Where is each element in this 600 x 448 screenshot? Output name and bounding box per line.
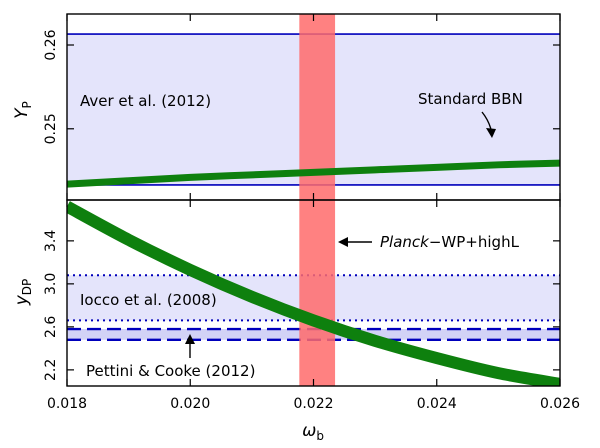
deuterium-y-subscript: DP bbox=[20, 279, 34, 295]
planck-label: Planck−WP+highL bbox=[380, 233, 520, 251]
planck-label-rest: −WP+highL bbox=[429, 233, 520, 251]
x-axis-ticks: 0.018 0.020 0.022 0.024 0.026 bbox=[47, 14, 580, 412]
deuterium-y-axis-label: yDP bbox=[12, 279, 34, 307]
x-tick-label: 0.026 bbox=[540, 396, 580, 412]
bbn-helium-curve bbox=[67, 159, 560, 188]
deuterium-y-ticks: 2.2 2.6 3.0 3.4 bbox=[43, 230, 560, 381]
x-tick-label: 0.020 bbox=[170, 396, 210, 412]
deuterium-ytick-label: 2.2 bbox=[43, 359, 59, 381]
standard-bbn-label: Standard BBN bbox=[418, 90, 523, 108]
helium-ytick-label: 0.25 bbox=[43, 113, 59, 144]
helium-y-subscript: P bbox=[20, 101, 34, 108]
helium-y-symbol: Y bbox=[12, 107, 32, 119]
helium-y-axis-label: YP bbox=[12, 101, 34, 119]
x-tick-label: 0.018 bbox=[47, 396, 87, 412]
standard-bbn-arrowhead bbox=[486, 128, 496, 138]
planck-band-bottom bbox=[299, 200, 336, 386]
deuterium-ytick-label: 3.0 bbox=[43, 273, 59, 295]
helium-y-ticks: 0.25 0.26 bbox=[43, 29, 560, 144]
pettini-arrowhead bbox=[185, 334, 195, 344]
deuterium-ytick-label: 3.4 bbox=[43, 230, 59, 252]
deuterium-panel: 2.2 2.6 3.0 3.4 Planck−WP+highL Iocco et al… bbox=[12, 200, 560, 386]
bbn-deuterium-curve bbox=[67, 201, 560, 386]
deuterium-ytick-label: 2.6 bbox=[43, 316, 59, 338]
x-tick-label: 0.024 bbox=[417, 396, 457, 412]
x-axis-subscript: b bbox=[316, 429, 324, 443]
aver-label: Aver et al. (2012) bbox=[80, 92, 211, 110]
x-axis-symbol: ω bbox=[302, 421, 316, 441]
helium-panel: 0.25 0.26 Aver et al. (2012) Standard BBN… bbox=[12, 14, 560, 200]
helium-ytick-label: 0.26 bbox=[43, 29, 59, 60]
x-axis-label: ωb bbox=[302, 421, 324, 443]
planck-arrowhead bbox=[338, 237, 348, 247]
iocco-label: Iocco et al. (2008) bbox=[80, 291, 217, 309]
pettini-label: Pettini & Cooke (2012) bbox=[86, 362, 255, 380]
planck-label-italic: Planck bbox=[380, 233, 430, 251]
x-tick-label: 0.022 bbox=[293, 396, 333, 412]
deuterium-y-symbol: y bbox=[12, 294, 32, 306]
